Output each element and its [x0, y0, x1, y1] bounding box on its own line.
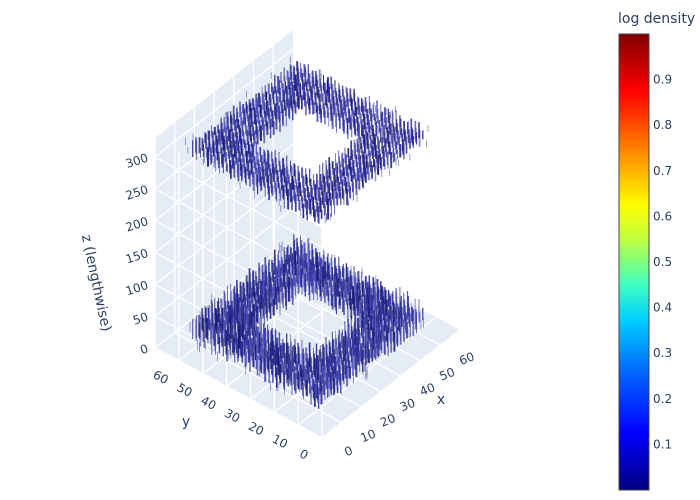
grid-line	[154, 156, 323, 248]
colorbar: log density 0.1 0.2 0.3 0.4 0.5 0.6 0.7 0.8 0.9	[618, 11, 695, 491]
y-tick-label: 20	[246, 419, 266, 439]
colorbar-ticks: 0.1 0.2 0.3 0.4 0.5 0.6 0.7 0.8 0.9	[653, 73, 672, 452]
grid-line	[154, 347, 323, 439]
y-tick-label: 10	[270, 432, 290, 452]
y-tick-label: 40	[198, 393, 218, 413]
z-tick-label: 250	[124, 182, 150, 202]
grid-line	[154, 207, 294, 317]
x-tick-label: 0	[342, 443, 354, 459]
y-tick-label: 0	[297, 446, 310, 462]
z-tick-label: 50	[131, 310, 150, 328]
grid-line	[154, 220, 323, 312]
z-tick-label: 0	[138, 342, 150, 358]
grid-line	[321, 329, 461, 439]
colorbar-tick-label: 0.4	[653, 301, 672, 315]
colorbar-tick-label: 0.6	[653, 209, 672, 223]
x-tick-label: 50	[437, 365, 456, 384]
colorbar-tick-label: 0.3	[653, 346, 672, 360]
z-tick-label: 150	[124, 246, 150, 266]
z-axis-title: z (lengthwise)	[78, 233, 114, 333]
x-tick-label: 60	[457, 349, 476, 368]
colorbar-tick-label: 0.2	[653, 392, 672, 406]
colorbar-title: log density	[618, 11, 695, 27]
grid-line	[154, 48, 294, 158]
x-tick-label: 10	[358, 427, 377, 446]
x-tick-label: 40	[418, 380, 437, 399]
volume-structure	[189, 234, 424, 409]
y-axis-title: y	[182, 414, 190, 430]
z-tick-label: 300	[124, 151, 150, 171]
x-axis-title: x	[437, 392, 445, 408]
volume-data	[184, 56, 429, 409]
z-tick-label: 200	[124, 214, 150, 234]
z-tick-label: 100	[124, 278, 150, 298]
y-tick-label: 50	[175, 380, 195, 400]
colorbar-gradient	[618, 33, 650, 491]
x-tick-label: 20	[378, 411, 397, 430]
x-tick-label: 30	[398, 396, 417, 415]
volume-structure	[184, 56, 429, 224]
colorbar-tick-label: 0.5	[653, 255, 672, 269]
y-tick-label: 60	[151, 368, 171, 388]
colorbar-tick-label: 0.1	[653, 437, 672, 451]
y-tick-label: 30	[222, 406, 242, 426]
grid-line	[154, 143, 294, 254]
colorbar-tick-label: 0.7	[653, 164, 672, 178]
colorbar-tick-label: 0.9	[653, 73, 672, 87]
colorbar-tick-label: 0.8	[653, 118, 672, 132]
tick-labels: 0102030405060010203040506005010015020025…	[124, 151, 477, 463]
